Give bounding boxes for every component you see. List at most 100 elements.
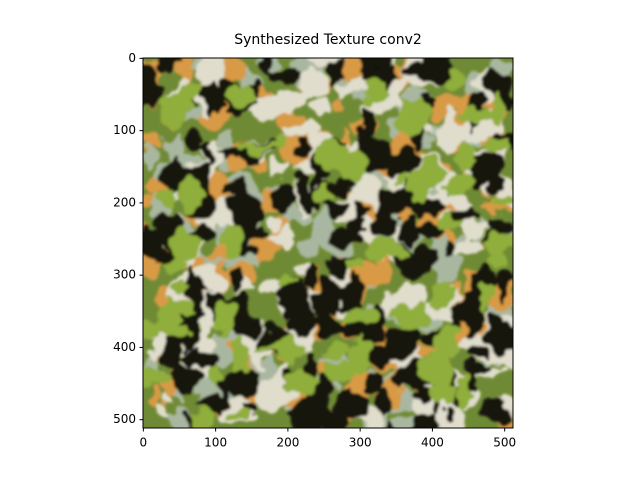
texture-blob [341, 256, 364, 271]
x-tick-label: 0 [140, 436, 148, 450]
texture-blob [311, 185, 335, 205]
texture-blob [359, 138, 394, 171]
texture-blob [229, 186, 253, 223]
texture-blob [229, 268, 243, 293]
texture-blob [434, 326, 463, 358]
texture-blob [396, 100, 429, 136]
x-tick-label: 300 [349, 436, 372, 450]
texture-blob [272, 184, 297, 213]
texture-blob [457, 372, 471, 406]
texture-blob [329, 379, 346, 393]
y-tick-label: 0 [128, 51, 136, 65]
texture-blob [419, 66, 445, 81]
texture-blob [359, 107, 377, 142]
texture-blob [444, 406, 455, 420]
texture-blob [242, 229, 267, 240]
texture-blob [483, 140, 510, 151]
texture-blob [268, 68, 302, 82]
texture-blob [445, 69, 465, 88]
y-tick-label: 300 [113, 268, 136, 282]
texture-blob [162, 325, 192, 339]
x-tick-label: 500 [493, 436, 516, 450]
texture-blob [206, 365, 226, 383]
texture-blob [188, 132, 205, 151]
texture-blob [392, 304, 428, 328]
texture-blob [333, 58, 345, 73]
image [143, 58, 513, 428]
texture-blob [225, 367, 260, 399]
texture-blob [239, 141, 273, 153]
texture-blob [284, 369, 320, 393]
texture-blob [373, 190, 404, 221]
texture [143, 58, 513, 428]
texture-blob [501, 83, 513, 114]
texture-blob [337, 84, 349, 97]
texture-blob [179, 175, 203, 212]
y-tick-label: 500 [113, 412, 136, 426]
texture-blob [152, 58, 181, 70]
texture-blob [322, 360, 357, 380]
texture-blob [348, 336, 372, 372]
texture-blob [490, 91, 504, 126]
texture-blob [238, 402, 258, 414]
texture-blob [495, 271, 510, 301]
chart-title: Synthesized Texture conv2 [234, 32, 422, 48]
texture-blob [384, 420, 397, 428]
texture-blob [199, 392, 224, 414]
texture-blob [284, 122, 321, 137]
texture-blob [266, 232, 295, 243]
texture-blob [350, 273, 363, 301]
x-tick-label: 200 [276, 436, 299, 450]
texture-blob [203, 81, 221, 117]
texture-blob [466, 345, 488, 359]
texture-blob [491, 246, 508, 269]
texture-blob [483, 397, 511, 425]
texture-blob [488, 196, 513, 210]
texture-blob [268, 160, 291, 181]
texture-blob [375, 388, 391, 417]
texture-blob [398, 213, 421, 246]
texture-blob [461, 108, 495, 124]
texture-blob [183, 414, 196, 427]
texture-blob [260, 58, 274, 75]
texture-blob [248, 237, 281, 264]
x-tick-label: 100 [204, 436, 227, 450]
texture-blob [171, 230, 198, 259]
texture-blob [200, 141, 212, 169]
texture-blob [227, 411, 250, 425]
texture-blob [194, 58, 230, 87]
texture-blob [420, 157, 444, 191]
texture-blob [398, 263, 428, 280]
texture-blob [487, 158, 503, 194]
texture-blob [299, 70, 328, 98]
texture-blob [410, 411, 440, 428]
y-tick-label: 400 [113, 340, 136, 354]
texture-blob [486, 233, 513, 252]
texture-blob [430, 247, 464, 283]
texture-blob [354, 203, 366, 222]
texture-blob [366, 238, 403, 258]
texture-blob [311, 97, 334, 115]
texture-blob [192, 411, 216, 428]
texture-blob [456, 301, 485, 328]
texture-blob [324, 345, 350, 358]
y-tick-label: 100 [113, 123, 136, 137]
texture-blob [160, 337, 183, 369]
texture-blob [441, 240, 455, 254]
texture-blob [163, 254, 187, 272]
texture-blob [143, 366, 169, 388]
texture-blob [387, 149, 422, 174]
texture-blob [405, 245, 439, 268]
texture-blob [427, 361, 455, 388]
texture-blob [170, 280, 192, 293]
texture-blob [431, 279, 453, 315]
texture-blob [479, 280, 491, 312]
texture-blob [354, 258, 390, 290]
texture-blob [320, 201, 345, 220]
texture-blob [409, 389, 435, 400]
texture-blob [274, 274, 297, 289]
texture-blob [221, 181, 247, 194]
texture-blob [225, 83, 261, 109]
texture-blob [322, 287, 354, 305]
